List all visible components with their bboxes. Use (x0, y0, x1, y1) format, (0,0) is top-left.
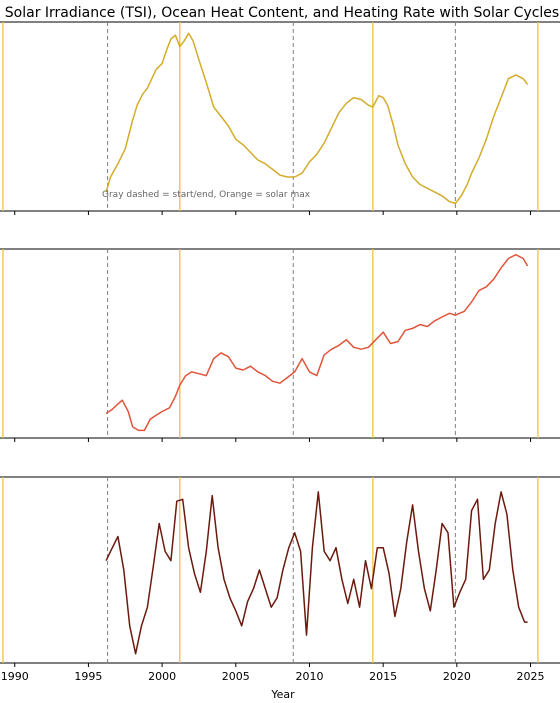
panel-2 (0, 248, 560, 442)
chart-title: Solar Irradiance (TSI), Ocean Heat Conte… (5, 5, 559, 21)
chart-panels (0, 21, 560, 667)
x-axis: 1990 1995 2000 2005 2010 2015 2020 2025 (1, 670, 545, 683)
panel-1-series-line (105, 32, 529, 205)
x-tick-label-2: 2000 (148, 670, 176, 683)
x-tick-label-3: 2005 (222, 670, 250, 683)
x-axis-label: Year (270, 688, 295, 701)
legend-annotation: Gray dashed = start/end, Orange = solar … (102, 190, 311, 200)
x-tick-label-7: 2025 (517, 670, 545, 683)
panel-1 (0, 21, 560, 215)
x-tick-label-1: 1995 (74, 670, 102, 683)
panel-3-series-line (105, 491, 528, 655)
x-tick-label-0: 1990 (1, 670, 29, 683)
x-tick-label-4: 2010 (295, 670, 323, 683)
x-tick-label-6: 2020 (443, 670, 471, 683)
x-tick-label-5: 2015 (369, 670, 397, 683)
panel-2-series-line (105, 253, 529, 432)
panel-3 (0, 476, 560, 667)
